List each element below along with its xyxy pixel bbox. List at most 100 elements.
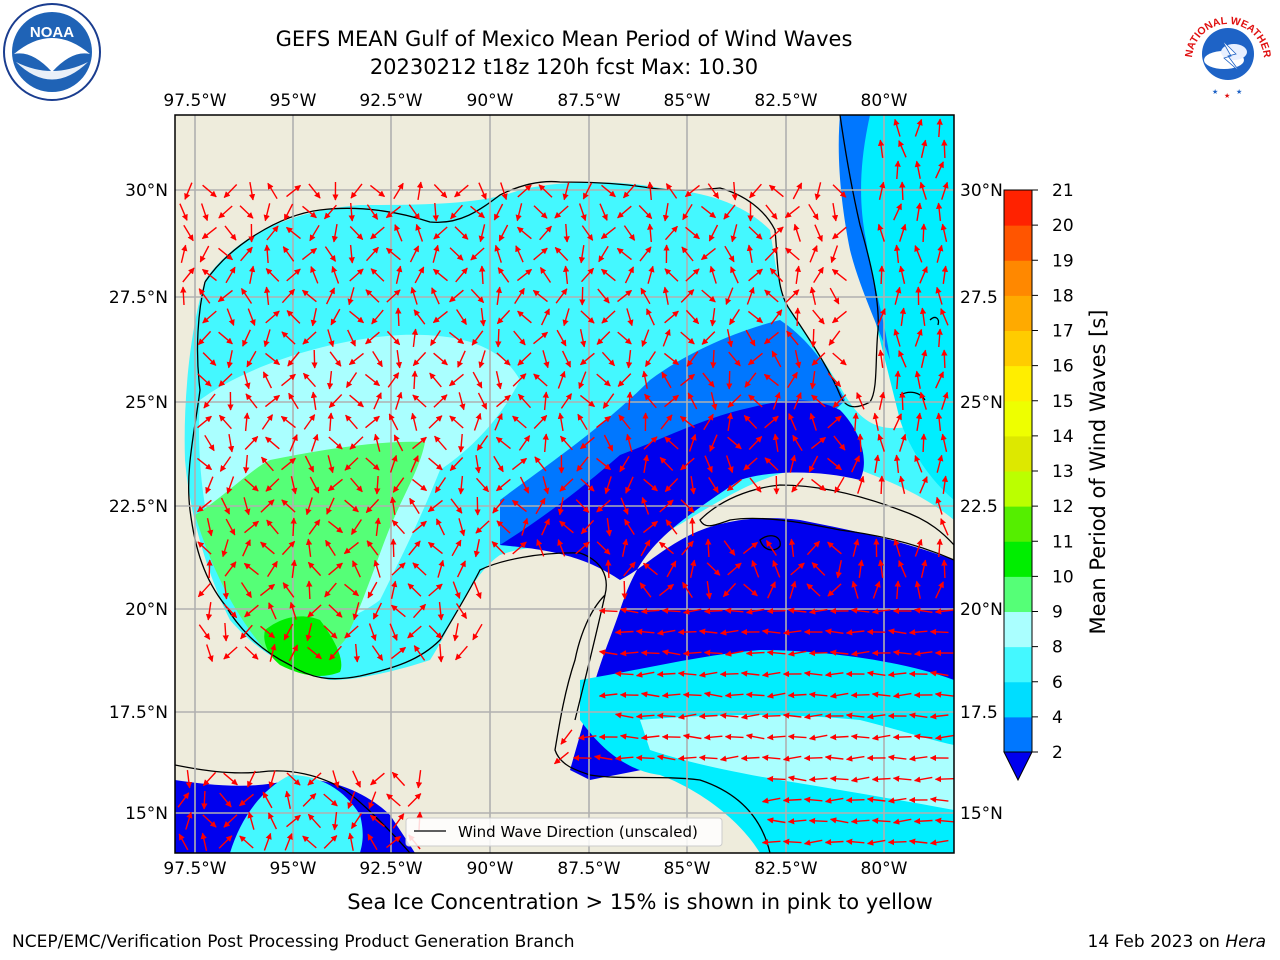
colorbar-tick-label: 12 [1052, 497, 1074, 517]
plot-frame [174, 114, 955, 854]
wave-direction-arrow [747, 310, 763, 324]
wave-direction-arrow [218, 247, 233, 261]
wave-direction-arrow [265, 478, 280, 492]
wave-direction-arrow [727, 394, 742, 408]
wave-direction-arrow [640, 649, 660, 656]
wave-direction-arrow [689, 559, 697, 578]
colorbar-bin [1004, 330, 1032, 367]
wave-direction-arrow [866, 713, 886, 720]
wave-direction-arrow [644, 351, 656, 368]
wave-direction-arrow [578, 244, 586, 264]
wave-direction-arrow [709, 265, 717, 284]
wave-direction-arrow [344, 583, 359, 597]
wave-direction-arrow [367, 833, 378, 851]
wave-direction-arrow [749, 477, 762, 493]
wave-direction-arrow [761, 671, 781, 678]
wave-direction-arrow [495, 328, 502, 348]
wave-direction-arrow [808, 776, 828, 783]
wave-direction-arrow [748, 268, 763, 282]
wave-direction-arrow [769, 184, 784, 198]
wave-direction-arrow [698, 754, 718, 761]
wave-direction-arrow [456, 309, 467, 326]
lon-label-top: 80°W [861, 91, 908, 111]
wave-direction-arrow [639, 582, 652, 598]
lat-label-left: 15°N [125, 804, 168, 824]
wave-direction-arrow [936, 454, 944, 473]
wave-direction-arrow [596, 373, 611, 387]
wave-direction-arrow [640, 734, 660, 741]
wave-direction-arrow [772, 560, 781, 578]
wave-direction-arrow [368, 791, 377, 809]
lon-label-bottom: 92.5°W [359, 859, 422, 879]
wave-direction-arrow [936, 538, 943, 558]
wave-direction-arrow [725, 455, 734, 474]
wave-direction-arrow [685, 309, 700, 325]
wave-direction-arrow [407, 625, 422, 639]
wave-direction-arrow [412, 562, 427, 576]
wave-direction-arrow [517, 184, 532, 198]
lat-label-left: 20°N [125, 600, 168, 620]
colorbar-tick-label: 6 [1052, 673, 1063, 693]
wave-direction-arrow [914, 245, 923, 263]
wave-direction-arrow [325, 287, 336, 305]
wave-direction-arrow [719, 670, 739, 678]
wave-direction-arrow [808, 608, 828, 615]
wave-direction-arrow [656, 629, 676, 636]
wave-direction-arrow [646, 308, 655, 326]
wave-direction-arrow [240, 246, 253, 262]
wave-direction-arrow [200, 203, 209, 222]
wave-direction-arrow [281, 457, 296, 471]
wave-direction-arrow [913, 776, 933, 783]
wave-direction-arrow [706, 562, 721, 576]
wave-direction-arrow [601, 351, 616, 367]
wave-direction-arrow [496, 520, 511, 534]
wave-direction-arrow [812, 309, 825, 325]
wave-direction-arrow [614, 712, 634, 719]
wave-direction-arrow [226, 308, 235, 326]
wave-direction-arrow [263, 832, 272, 851]
wave-direction-arrow [302, 205, 317, 219]
wave-direction-arrow [656, 671, 676, 678]
wave-direction-arrow [540, 308, 550, 326]
wave-direction-arrow [787, 818, 807, 825]
wave-direction-arrow [887, 797, 907, 804]
wave-direction-arrow [559, 520, 574, 534]
colorbar-bin [1004, 260, 1032, 296]
wave-direction-arrow [898, 265, 906, 284]
wave-direction-arrow [265, 310, 280, 324]
wave-direction-arrow [625, 476, 634, 494]
wave-direction-arrow [789, 454, 797, 473]
wave-direction-arrow [409, 497, 420, 514]
wave-direction-arrow [267, 812, 278, 830]
wave-direction-arrow [268, 770, 276, 789]
wave-direction-arrow [679, 415, 695, 429]
wave-direction-arrow [935, 202, 943, 221]
wave-direction-arrow [309, 224, 320, 242]
wave-direction-arrow [559, 478, 574, 492]
wave-direction-arrow [580, 352, 595, 366]
wave-direction-arrow [666, 560, 677, 578]
wave-direction-arrow [310, 308, 317, 327]
wave-direction-arrow [681, 246, 694, 262]
wave-direction-arrow [178, 833, 189, 851]
wave-direction-arrow [659, 457, 674, 471]
wave-direction-arrow [624, 266, 635, 284]
wave-direction-arrow [814, 224, 823, 242]
wave-direction-arrow [941, 181, 949, 200]
wave-direction-arrow [430, 330, 441, 347]
wave-direction-arrow [935, 581, 944, 599]
wave-direction-arrow [249, 265, 256, 284]
wave-direction-arrow [624, 518, 635, 535]
wave-direction-arrow [475, 520, 490, 534]
wave-direction-arrow [662, 329, 671, 347]
lat-labels-right: 30°N 27.5 25°N 22.5 20°N 17.5 15°N [960, 181, 1003, 824]
wave-direction-arrow [698, 713, 718, 720]
wave-direction-arrow [349, 436, 364, 450]
wave-direction-arrow [431, 287, 440, 305]
wave-direction-arrow [365, 246, 379, 262]
wave-direction-arrow [386, 247, 401, 261]
wave-direction-arrow [664, 478, 679, 492]
wave-direction-arrow [559, 435, 573, 451]
wave-direction-arrow [514, 287, 525, 304]
wave-direction-arrow [621, 580, 628, 600]
